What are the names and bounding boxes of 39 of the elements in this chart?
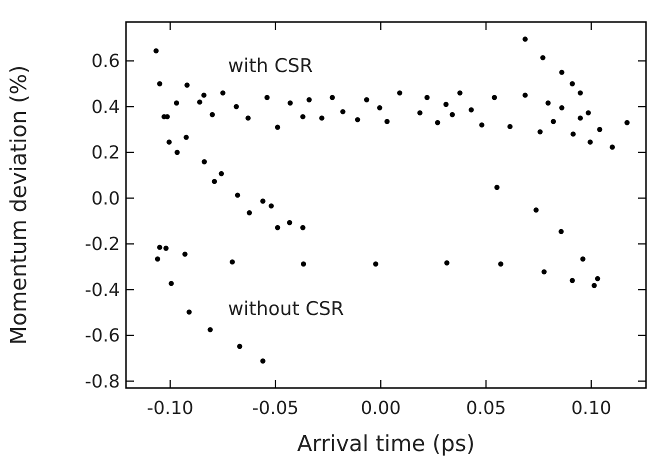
point <box>230 259 235 265</box>
point <box>580 256 586 262</box>
point <box>534 207 539 213</box>
point <box>498 261 504 267</box>
point <box>444 260 450 266</box>
y-tick-label: -0.8 <box>84 371 120 392</box>
point <box>494 184 500 190</box>
y-tick-label: -0.4 <box>84 280 120 301</box>
y-tick-label: 0.4 <box>91 96 120 118</box>
point <box>592 282 597 288</box>
x-axis-title: Arrival time (ps) <box>297 432 475 457</box>
x-tick-label: -0.05 <box>252 398 299 419</box>
point <box>373 261 378 267</box>
point <box>163 246 169 251</box>
point <box>542 269 547 274</box>
point <box>157 244 162 250</box>
x-tick-label: -0.10 <box>146 398 194 419</box>
y-tick-label: -0.6 <box>84 326 120 347</box>
point <box>558 228 564 234</box>
series-label: with CSR <box>228 55 313 77</box>
y-tick-label: -0.2 <box>84 234 120 256</box>
point <box>168 280 174 286</box>
point <box>260 358 266 364</box>
y-tick-label: 0.6 <box>91 51 120 72</box>
point <box>237 344 242 349</box>
point <box>570 278 575 284</box>
point <box>182 252 188 257</box>
y-axis-title: Momentum deviation (%) <box>7 65 32 345</box>
point <box>186 309 192 315</box>
x-tick-label: 0.10 <box>571 398 612 419</box>
y-tick-label: 0.2 <box>91 142 120 164</box>
point <box>154 256 160 262</box>
point <box>594 276 600 282</box>
x-tick-label: 0.00 <box>360 398 401 419</box>
x-tick-label: 0.05 <box>466 398 506 419</box>
point <box>208 327 213 332</box>
point <box>300 261 306 267</box>
series-label: without CSR <box>228 298 344 320</box>
y-tick-label: 0.0 <box>91 188 120 210</box>
